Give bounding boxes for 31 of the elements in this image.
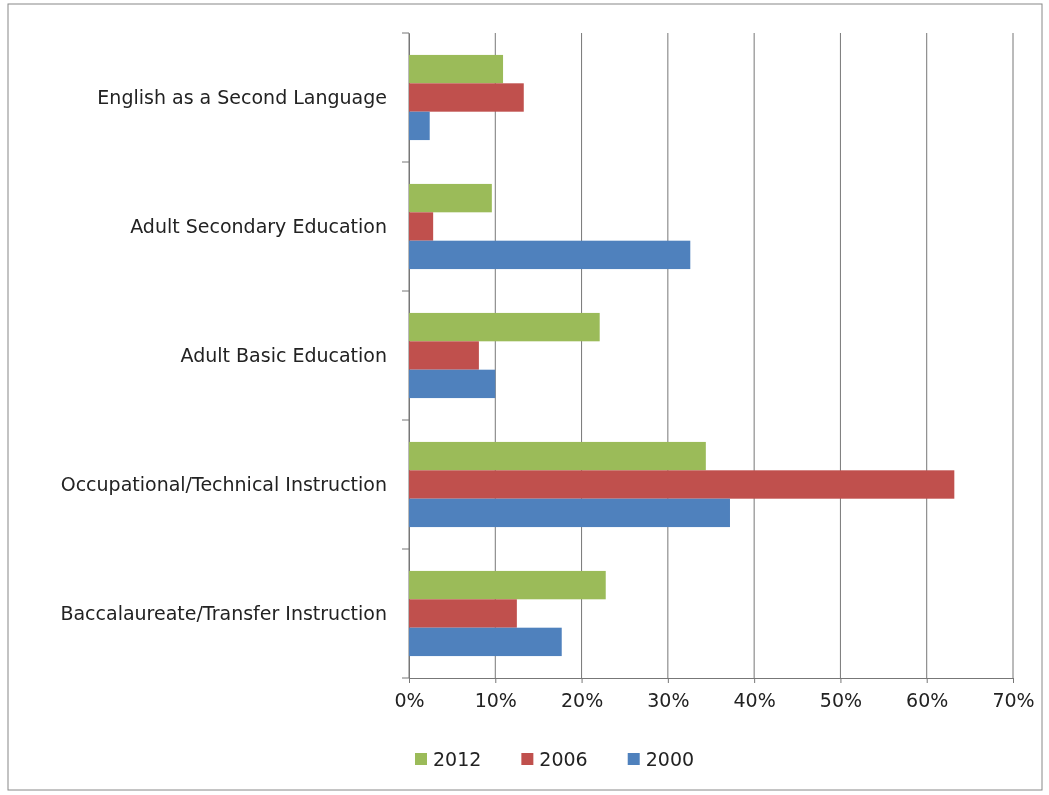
bar bbox=[409, 312, 600, 342]
x-tick-label: 30% bbox=[647, 688, 690, 711]
bar bbox=[409, 54, 504, 84]
bar bbox=[409, 183, 492, 213]
y-tick-label: English as a Second Language bbox=[97, 85, 387, 108]
x-tick-label: 70% bbox=[992, 688, 1035, 711]
bar bbox=[409, 240, 691, 270]
x-tick-label: 40% bbox=[733, 688, 776, 711]
y-tick-label: Adult Basic Education bbox=[180, 343, 387, 366]
y-tick-label: Baccalaureate/Transfer Instruction bbox=[60, 601, 387, 624]
bar bbox=[409, 470, 955, 499]
bar bbox=[409, 570, 606, 600]
bar bbox=[409, 83, 524, 112]
x-tick-label: 20% bbox=[560, 688, 604, 711]
legend-label: 2012 bbox=[433, 748, 482, 770]
y-tick-label: Occupational/Technical Instruction bbox=[60, 472, 387, 495]
bar bbox=[409, 341, 479, 370]
bar bbox=[409, 111, 430, 141]
bar bbox=[409, 599, 517, 628]
legend-label: 2006 bbox=[539, 748, 588, 770]
x-tick-label: 0% bbox=[394, 688, 425, 711]
bar bbox=[409, 369, 496, 399]
x-tick-label: 50% bbox=[819, 688, 863, 711]
y-tick-label: Adult Secondary Education bbox=[130, 214, 387, 237]
bar bbox=[409, 627, 562, 657]
legend-label: 2000 bbox=[645, 748, 695, 770]
bar bbox=[409, 498, 730, 528]
x-tick-label: 60% bbox=[906, 688, 949, 711]
bar bbox=[409, 441, 706, 471]
bar bbox=[409, 212, 434, 241]
x-tick-label: 10% bbox=[474, 688, 517, 711]
